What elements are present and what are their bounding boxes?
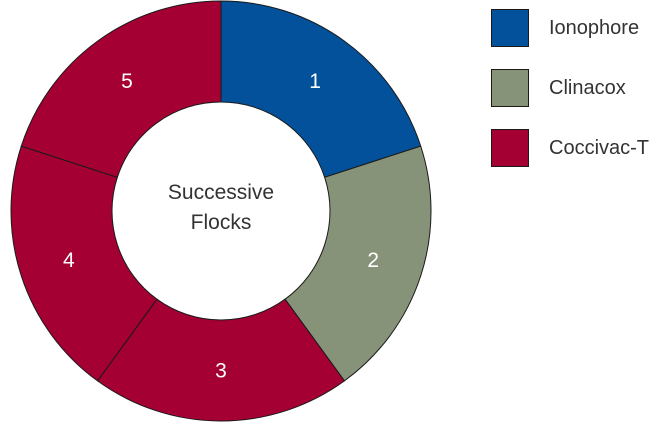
slice-label-2: 2 — [367, 249, 379, 272]
legend-label-coccivac-t: Coccivac-T — [549, 136, 650, 159]
slice-label-5: 5 — [121, 70, 133, 93]
legend-item-ionophore: Ionophore — [491, 8, 649, 48]
donut-slice-4 — [10, 145, 158, 382]
legend-swatch-coccivac-t — [491, 129, 529, 167]
donut-svg: 1 2 3 4 5 — [10, 0, 432, 422]
donut-slice-2 — [284, 145, 432, 382]
legend-swatch-clinacox — [491, 69, 529, 107]
slice-label-3: 3 — [215, 360, 227, 383]
legend-label-clinacox: Clinacox — [549, 76, 626, 99]
donut-slice-3 — [96, 298, 346, 422]
legend-label-ionophore: Ionophore — [549, 16, 640, 39]
legend-item-clinacox: Clinacox — [491, 68, 649, 108]
legend-item-coccivac-t: Coccivac-T — [491, 128, 649, 168]
center-label-line-2: Flocks — [190, 211, 252, 234]
legend-swatch-ionophore — [491, 9, 529, 47]
donut-slice-1 — [220, 0, 422, 178]
center-label-line-1: Successive — [167, 181, 275, 204]
donut-slice-5 — [20, 0, 222, 178]
legend: Ionophore Clinacox Coccivac-T — [491, 8, 649, 188]
slice-label-1: 1 — [309, 70, 321, 93]
center-label: Successive Flocks — [121, 178, 321, 238]
slice-label-4: 4 — [63, 249, 75, 272]
